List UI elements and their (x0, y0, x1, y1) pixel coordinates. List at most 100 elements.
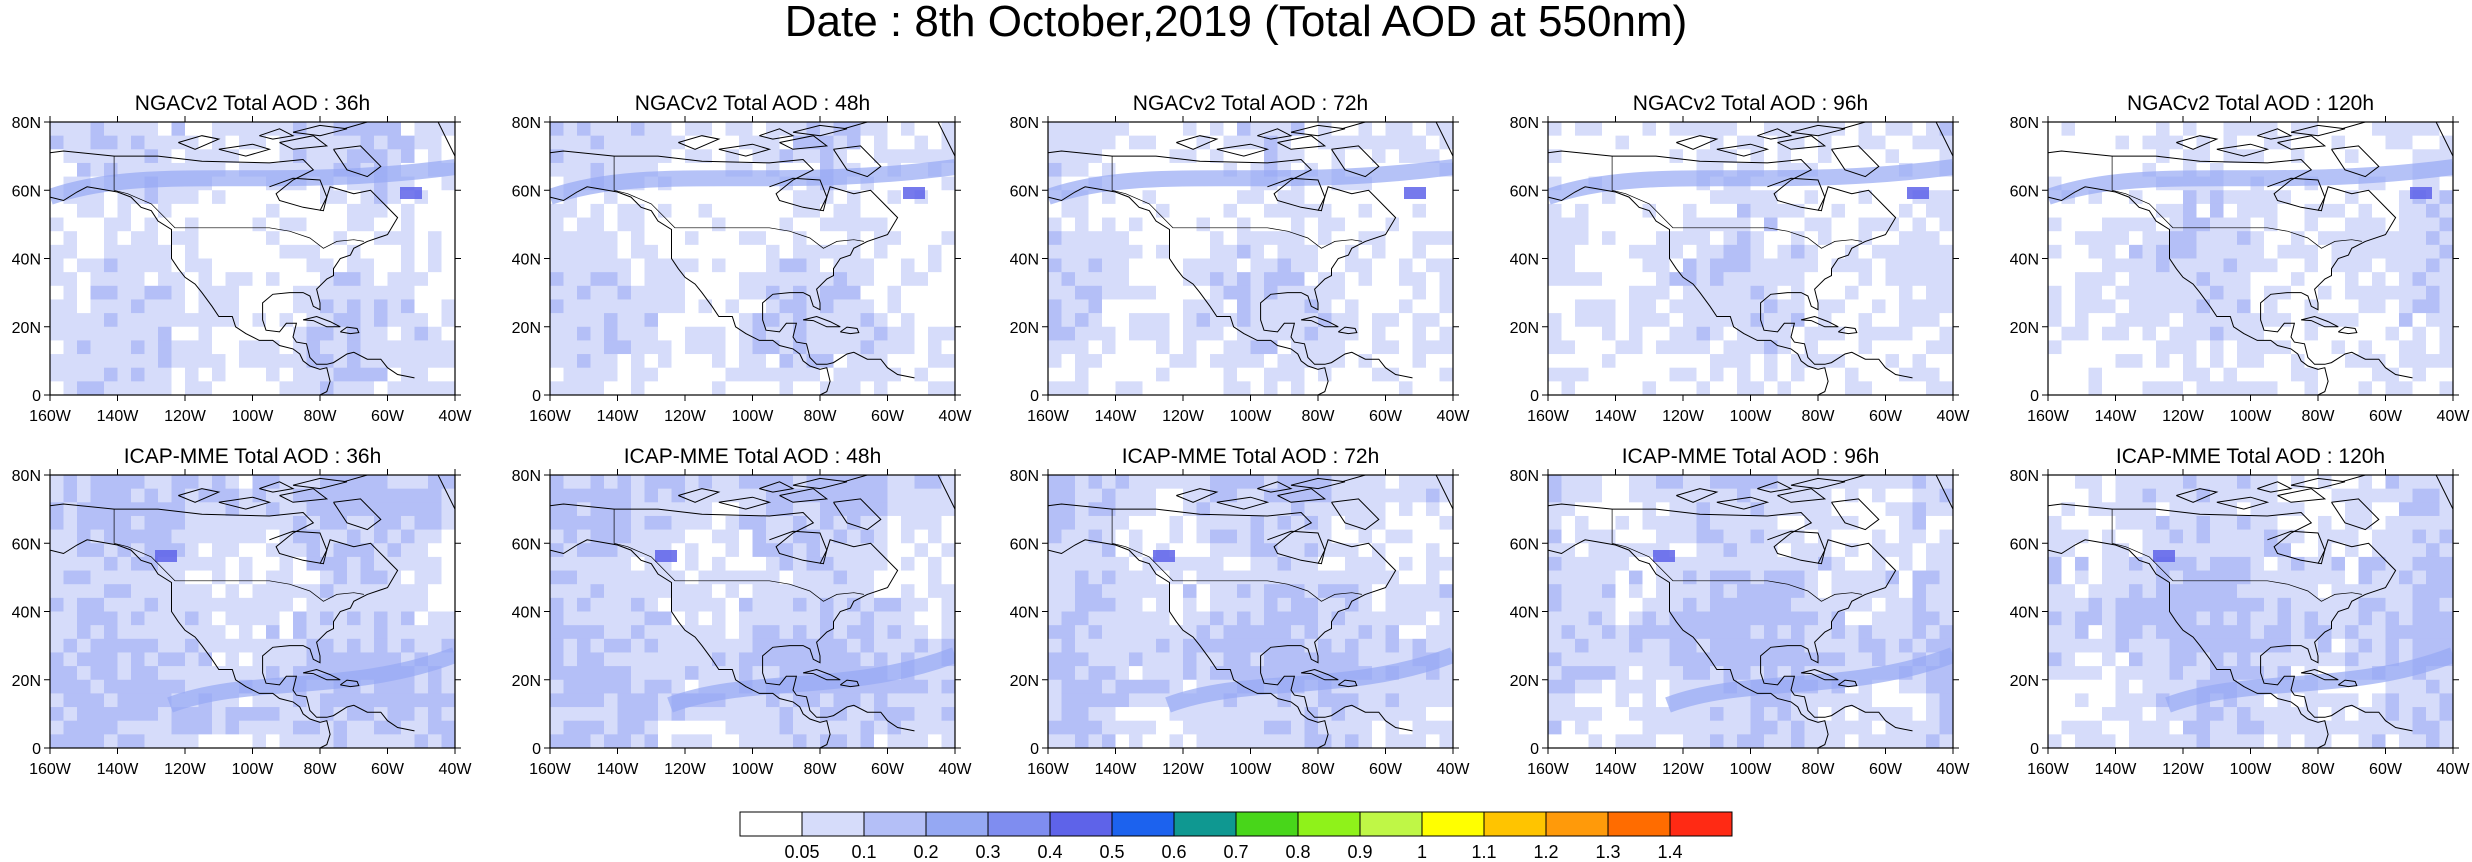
lon-tick-label: 40W (2437, 761, 2471, 778)
lat-tick-label: 40N (2010, 252, 2039, 269)
lat-tick-label: 20N (1010, 673, 1039, 690)
colorbar-label: 0.2 (913, 842, 938, 862)
lon-tick-label: 160W (1527, 408, 1570, 425)
lat-tick-label: 80N (2010, 115, 2039, 132)
lon-tick-label: 100W (232, 761, 275, 778)
lon-tick-label: 80W (2302, 408, 2336, 425)
colorbar-swatch (1545, 811, 1609, 837)
colorbar-swatch (1607, 811, 1671, 837)
lat-tick-label: 20N (512, 673, 541, 690)
lon-tick-label: 140W (97, 761, 140, 778)
lon-tick-label: 140W (1095, 408, 1138, 425)
lat-tick-label: 20N (2010, 320, 2039, 337)
lon-tick-label: 60W (871, 408, 905, 425)
lon-tick-label: 140W (2095, 408, 2138, 425)
colorbar-swatch (801, 811, 865, 837)
colorbar-label: 0.8 (1285, 842, 1310, 862)
colorbar-label: 1.2 (1533, 842, 1558, 862)
lat-tick-label: 20N (1510, 673, 1539, 690)
lon-tick-label: 140W (97, 408, 140, 425)
panel-title: ICAP-MME Total AOD : 120h (2116, 445, 2385, 468)
aod-field (1548, 122, 1953, 395)
aod-map-panel: NGACv2 Total AOD : 120h 80N 60N 40N 20N 0 160W… (2010, 92, 2471, 425)
lon-tick-label: 120W (164, 408, 207, 425)
lon-tick-label: 80W (1302, 408, 1336, 425)
lat-tick-label: 80N (512, 115, 541, 132)
lon-tick-label: 120W (1162, 761, 1205, 778)
lat-tick-label: 0 (2030, 388, 2039, 405)
colorbar-label: 0.5 (1099, 842, 1124, 862)
lat-tick-label: 40N (1510, 252, 1539, 269)
aod-map-panel: NGACv2 Total AOD : 36h 80N 60N 40N 20N 0 160W 1… (12, 92, 473, 425)
lon-tick-label: 60W (1869, 761, 1903, 778)
lat-tick-label: 0 (1530, 388, 1539, 405)
aod-map-panel: NGACv2 Total AOD : 48h 80N 60N 40N 20N 0 160W 1… (512, 92, 973, 425)
lat-tick-label: 80N (512, 468, 541, 485)
lat-tick-label: 60N (512, 536, 541, 553)
aod-map-panel: ICAP-MME Total AOD : 48h 80N 60N 40N 20N 0 160… (512, 445, 973, 778)
lon-tick-label: 140W (1595, 761, 1638, 778)
lat-tick-label: 60N (2010, 536, 2039, 553)
colorbar-label: 0.4 (1037, 842, 1062, 862)
panel-title: ICAP-MME Total AOD : 48h (624, 445, 882, 468)
lat-tick-label: 40N (2010, 605, 2039, 622)
lat-tick-label: 20N (1510, 320, 1539, 337)
lon-tick-label: 100W (2230, 408, 2273, 425)
colorbar-swatch (1049, 811, 1113, 837)
lon-tick-label: 60W (1369, 408, 1403, 425)
colorbar-label: 0.9 (1347, 842, 1372, 862)
lat-tick-label: 80N (1510, 468, 1539, 485)
aod-map-panel: ICAP-MME Total AOD : 96h 80N 60N 40N 20N 0 160… (1510, 445, 1971, 778)
figure-title: Date : 8th October,2019 (Total AOD at 55… (784, 0, 1688, 46)
lat-tick-label: 80N (1510, 115, 1539, 132)
lat-tick-label: 60N (12, 536, 41, 553)
lat-tick-label: 20N (1010, 320, 1039, 337)
panel-title: NGACv2 Total AOD : 48h (635, 92, 870, 115)
lat-tick-label: 40N (1510, 605, 1539, 622)
aod-map-panel: NGACv2 Total AOD : 96h 80N 60N 40N 20N 0 160W 1… (1510, 92, 1971, 425)
colorbar-swatch (1359, 811, 1423, 837)
coastlines (50, 475, 455, 748)
colorbar-swatch (739, 811, 803, 837)
lon-tick-label: 80W (804, 761, 838, 778)
lon-tick-label: 40W (1437, 408, 1471, 425)
lon-tick-label: 40W (2437, 408, 2471, 425)
lon-tick-label: 100W (1730, 408, 1773, 425)
lon-tick-label: 100W (1230, 761, 1273, 778)
lat-tick-label: 40N (1010, 605, 1039, 622)
lat-tick-label: 40N (12, 252, 41, 269)
colorbar-swatch (1173, 811, 1237, 837)
aod-field (1048, 475, 1453, 748)
lat-tick-label: 20N (12, 320, 41, 337)
colorbar-swatch (925, 811, 989, 837)
lon-tick-label: 40W (439, 761, 473, 778)
lon-tick-label: 40W (1937, 761, 1971, 778)
lat-tick-label: 80N (12, 115, 41, 132)
colorbar-label: 1 (1417, 842, 1427, 862)
lat-tick-label: 60N (1510, 536, 1539, 553)
lon-tick-label: 140W (597, 408, 640, 425)
colorbar-label: 1.4 (1657, 842, 1682, 862)
lon-tick-label: 100W (1230, 408, 1273, 425)
lat-tick-label: 20N (512, 320, 541, 337)
lon-tick-label: 160W (1527, 761, 1570, 778)
lat-tick-label: 40N (512, 605, 541, 622)
panel-title: ICAP-MME Total AOD : 72h (1122, 445, 1380, 468)
lon-tick-label: 100W (732, 761, 775, 778)
lon-tick-label: 160W (29, 761, 72, 778)
lon-tick-label: 40W (1437, 761, 1471, 778)
lon-tick-label: 100W (1730, 761, 1773, 778)
lon-tick-label: 80W (804, 408, 838, 425)
lon-tick-label: 160W (2027, 761, 2070, 778)
colorbar-swatch (1483, 811, 1547, 837)
coastlines (550, 475, 955, 748)
lat-tick-label: 60N (1010, 536, 1039, 553)
panel-title: ICAP-MME Total AOD : 96h (1622, 445, 1880, 468)
panel-title: NGACv2 Total AOD : 36h (135, 92, 370, 115)
lon-tick-label: 140W (1095, 761, 1138, 778)
colorbar-swatch (1669, 811, 1733, 837)
panel-title: ICAP-MME Total AOD : 36h (124, 445, 382, 468)
lon-tick-label: 100W (2230, 761, 2273, 778)
lon-tick-label: 100W (232, 408, 275, 425)
